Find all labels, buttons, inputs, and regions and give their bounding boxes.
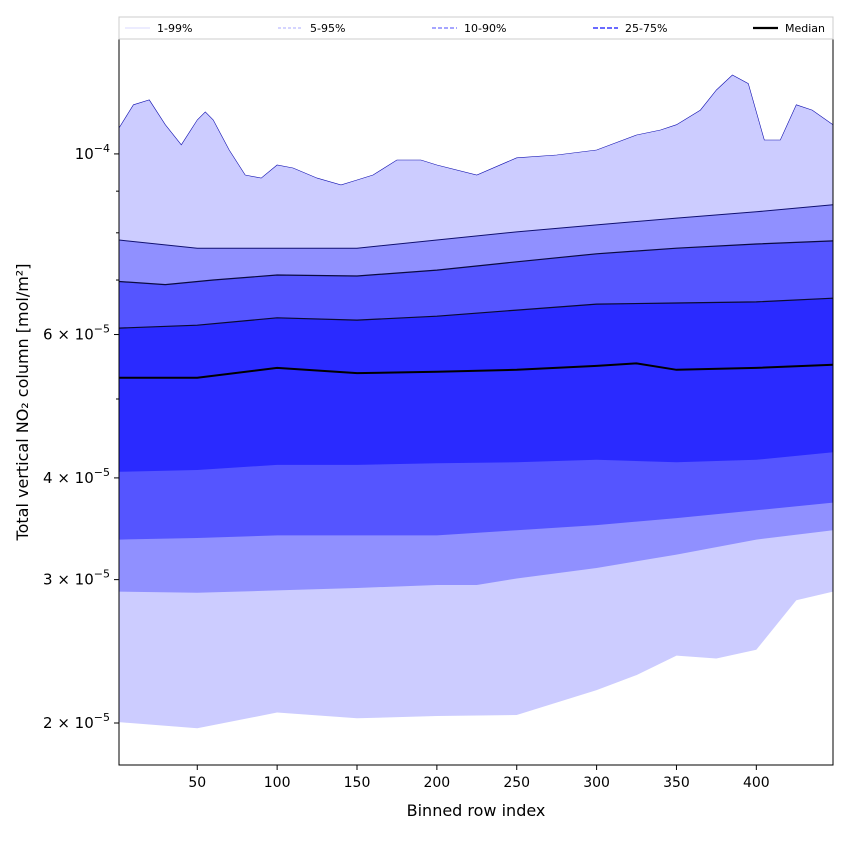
x-tick-label: 200: [423, 775, 450, 791]
legend-box: [118, 16, 834, 40]
legend-label: Median: [785, 22, 825, 35]
legend-item: Median: [753, 22, 825, 35]
line-p95: [118, 204, 834, 249]
legend: 1-99% 5-95% 10-90% 25-75% Median: [118, 16, 834, 40]
legend-label: 25-75%: [625, 22, 667, 35]
legend-label: 1-99%: [157, 22, 192, 35]
x-tick-label: 150: [344, 775, 371, 791]
x-axis: 50 100 150 200 250 300 350 400: [188, 765, 770, 791]
y-axis: 10−4 6 × 10−5 4 × 10−5 3 × 10−5 2 × 10−5: [43, 142, 119, 732]
y-tick-label: 10−4: [75, 142, 110, 163]
y-tick-label: 3 × 10−5: [43, 568, 110, 589]
y-axis-label: Total vertical NO₂ column [mol/m²]: [13, 264, 32, 542]
legend-item: 5-95%: [278, 22, 345, 35]
line-p75: [118, 297, 834, 329]
x-tick-label: 300: [583, 775, 610, 791]
line-p90: [118, 240, 834, 286]
x-axis-label: Binned row index: [407, 801, 546, 820]
y-tick-label: 2 × 10−5: [43, 711, 110, 732]
legend-label: 5-95%: [310, 22, 345, 35]
line-median: [119, 362, 834, 379]
x-tick-label: 250: [503, 775, 530, 791]
y-tick-label: 6 × 10−5: [43, 323, 110, 344]
y-tick-label: 4 × 10−5: [43, 466, 110, 487]
percentile-lines: [118, 74, 834, 379]
legend-label: 10-90%: [464, 22, 506, 35]
x-tick-label: 350: [663, 775, 690, 791]
x-tick-label: 400: [743, 775, 770, 791]
x-tick-label: 50: [188, 775, 206, 791]
line-p99: [118, 74, 834, 186]
legend-item: 10-90%: [432, 22, 506, 35]
percentile-bands: [119, 75, 833, 729]
x-tick-label: 100: [264, 775, 291, 791]
legend-item: 25-75%: [593, 22, 667, 35]
band-25-75%: [119, 298, 833, 472]
legend-item: 1-99%: [125, 22, 192, 35]
